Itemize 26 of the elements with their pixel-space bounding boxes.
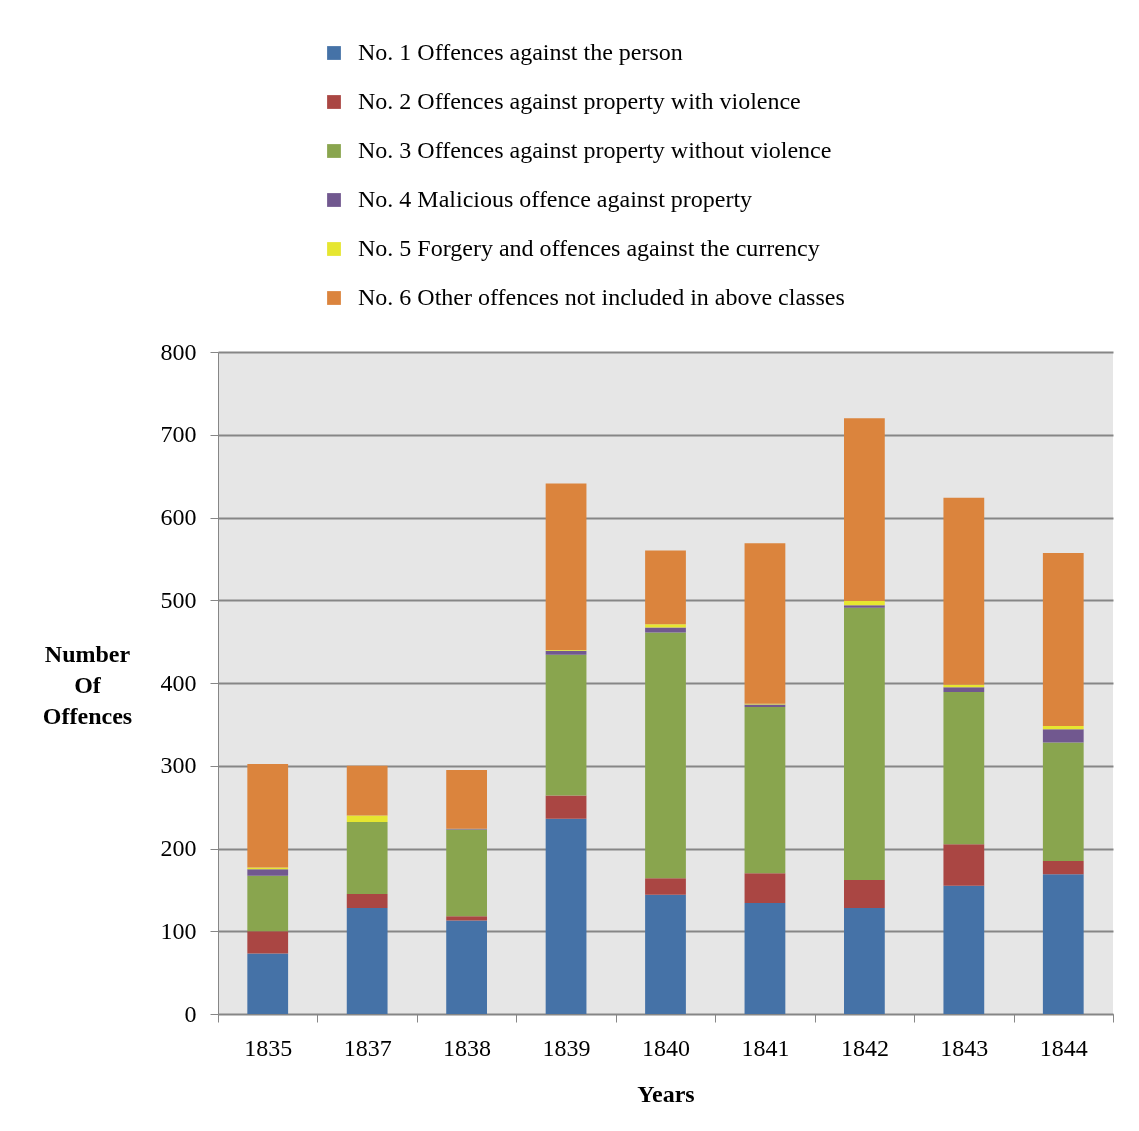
legend-label: No. 3 Offences against property without violence <box>358 137 832 163</box>
legend-label: No. 4 Malicious offence against property <box>358 186 753 212</box>
legend-label: No. 5 Forgery and offences against the currency <box>358 235 820 261</box>
y-tick-label: 800 <box>160 338 197 365</box>
x-tick-label: 1837 <box>343 1034 392 1061</box>
x-tick-label: 1843 <box>940 1034 989 1061</box>
y-tick-label: 100 <box>160 917 197 944</box>
y-tick-label: 500 <box>160 586 197 613</box>
y-tick-label: 400 <box>160 669 197 696</box>
y-tick-label: 700 <box>160 421 197 448</box>
x-tick-label: 1840 <box>642 1034 690 1061</box>
x-tick-label: 1841 <box>741 1034 790 1061</box>
legend-label: No. 6 Other offences not included in above classes <box>358 284 845 310</box>
x-tick-label: 1839 <box>542 1034 591 1061</box>
legend-label: No. 2 Offences against property with violence <box>358 88 801 114</box>
y-tick-label: 300 <box>160 752 197 779</box>
x-tick-label: 1842 <box>840 1034 889 1061</box>
x-tick-label: 1838 <box>443 1034 492 1061</box>
y-tick-label: 0 <box>184 1000 197 1027</box>
legend-label: No. 1 Offences against the person <box>358 39 683 65</box>
y-tick-label: 600 <box>160 504 197 530</box>
x-tick-label: 1835 <box>244 1034 293 1061</box>
x-axis-title: Years <box>637 1080 695 1107</box>
y-tick-label: 200 <box>160 835 197 861</box>
y-axis-title: Number Of Offences <box>42 640 133 729</box>
x-tick-label: 1844 <box>1039 1034 1088 1061</box>
